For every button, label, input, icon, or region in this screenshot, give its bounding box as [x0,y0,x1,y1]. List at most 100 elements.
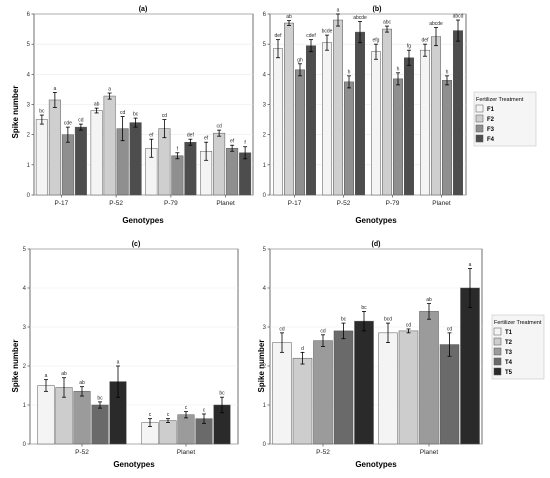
bar [213,132,226,196]
data-label: ef [204,136,209,142]
data-label: f [177,146,179,152]
x-tick-labels: P-52 Planet [75,444,195,456]
data-label: a [469,262,472,268]
bar [354,320,374,445]
data-label: f [244,140,246,146]
legend-title: Fertilizer Treatment [476,97,524,103]
y-tick-label: 5 [27,42,31,48]
data-label: gh [297,57,303,63]
bar [333,330,354,445]
data-label: efg [373,38,380,44]
bar [333,19,343,196]
bar [322,42,332,196]
y-tick-label: 3 [27,103,31,109]
data-label: ab [94,102,100,108]
y-tick-label: 0 [263,193,267,199]
bar [306,45,316,196]
data-label: a [108,87,111,93]
x-tick-label: Planet [177,449,196,456]
data-label: bcde [322,29,333,35]
data-label: ab [61,371,67,377]
panel-title: (d) [372,241,381,248]
y-tick-label: 2 [27,133,31,139]
legend: Fertilizer Treatment T1 T2 T3 T4 T5 [491,314,545,380]
panel-title: (b) [373,6,382,13]
legend-swatch [493,327,502,336]
legend-swatch [493,347,502,356]
data-label: c [149,412,152,418]
x-axis-label: Genotypes [355,460,397,469]
x-tick-label: Planet [432,200,451,207]
data-label: fg [407,44,411,50]
data-label: abcde [353,15,367,21]
data-label: cd [162,113,168,119]
y-tick-label: 0 [263,442,267,448]
data-label: cde [64,121,72,127]
data-label: ef [230,139,235,145]
y-tick-label: 2 [263,364,267,370]
bar [378,332,398,445]
bar [355,31,365,196]
y-tick-label: 0 [23,442,27,448]
bar [61,134,74,196]
x-tick-label: P-52 [316,449,330,456]
y-tick-label: 4 [23,286,27,292]
y-tick-label: 4 [263,72,267,78]
data-label: cd [78,118,84,124]
bar [91,404,109,445]
legend-label: F3 [487,127,495,133]
x-tick-label: Planet [216,200,235,207]
legend-box [473,91,537,147]
bar [371,51,381,196]
legend-label: F2 [487,117,495,123]
x-tick-label: P-52 [337,200,351,207]
bar [460,287,480,445]
bar [442,80,452,196]
data-label: c [167,412,170,418]
legend-label: T5 [505,370,513,376]
panel-title: (c) [132,241,141,248]
bars: cd d cd bc bc bcd cd ab cd a [272,262,480,445]
x-tick-label: P-52 [109,200,123,207]
chart-panel-b: (b) 0 1 2 3 4 5 6 def ab gh cdef bcde a h abcde efg abc… [263,6,537,225]
x-axis-label: Genotypes [122,216,164,225]
data-label: h [446,69,449,75]
bar [295,69,305,196]
y-axis-label: Spike number [257,340,266,393]
y-tick-label: 4 [263,286,267,292]
data-label: bc [39,109,45,115]
data-label: ab [426,297,432,303]
y-tick-label: 3 [263,103,267,109]
y-tick-label: 5 [263,247,267,253]
data-label: d [301,346,304,352]
y-tick-label: 1 [27,163,31,169]
data-label: h [397,66,400,72]
y-tick-label: 5 [263,42,267,48]
data-label: abcde [429,21,443,27]
y-tick-label: 2 [23,364,27,370]
bar [420,49,430,196]
data-label: bcd [384,317,392,323]
bar [431,36,441,196]
data-label: ef [149,133,154,139]
x-tick-label: P-52 [75,449,89,456]
y-tick-label: 1 [263,403,267,409]
bars: a ab ab bc a c c c c bc [37,360,231,445]
bar [90,110,103,196]
legend-entries: T1 T2 T3 T4 T5 [493,327,513,376]
data-label: a [53,86,56,92]
legend-label: T4 [505,360,513,366]
data-label: cd [406,322,412,328]
data-label: a [337,8,340,14]
bar [284,22,294,196]
y-tick-label: 5 [23,247,27,253]
legend-swatch [493,367,502,376]
bar [103,95,116,196]
bar [159,420,177,445]
data-label: cd [279,326,285,332]
x-tick-labels: P-17 P-52 P-79 Planet [55,195,235,207]
bar [171,155,184,196]
chart-panel-c: (c) Spike number 0 1 2 3 4 5 a ab ab bc a c c c c bc P… [11,241,239,469]
legend-label: F1 [487,107,495,113]
